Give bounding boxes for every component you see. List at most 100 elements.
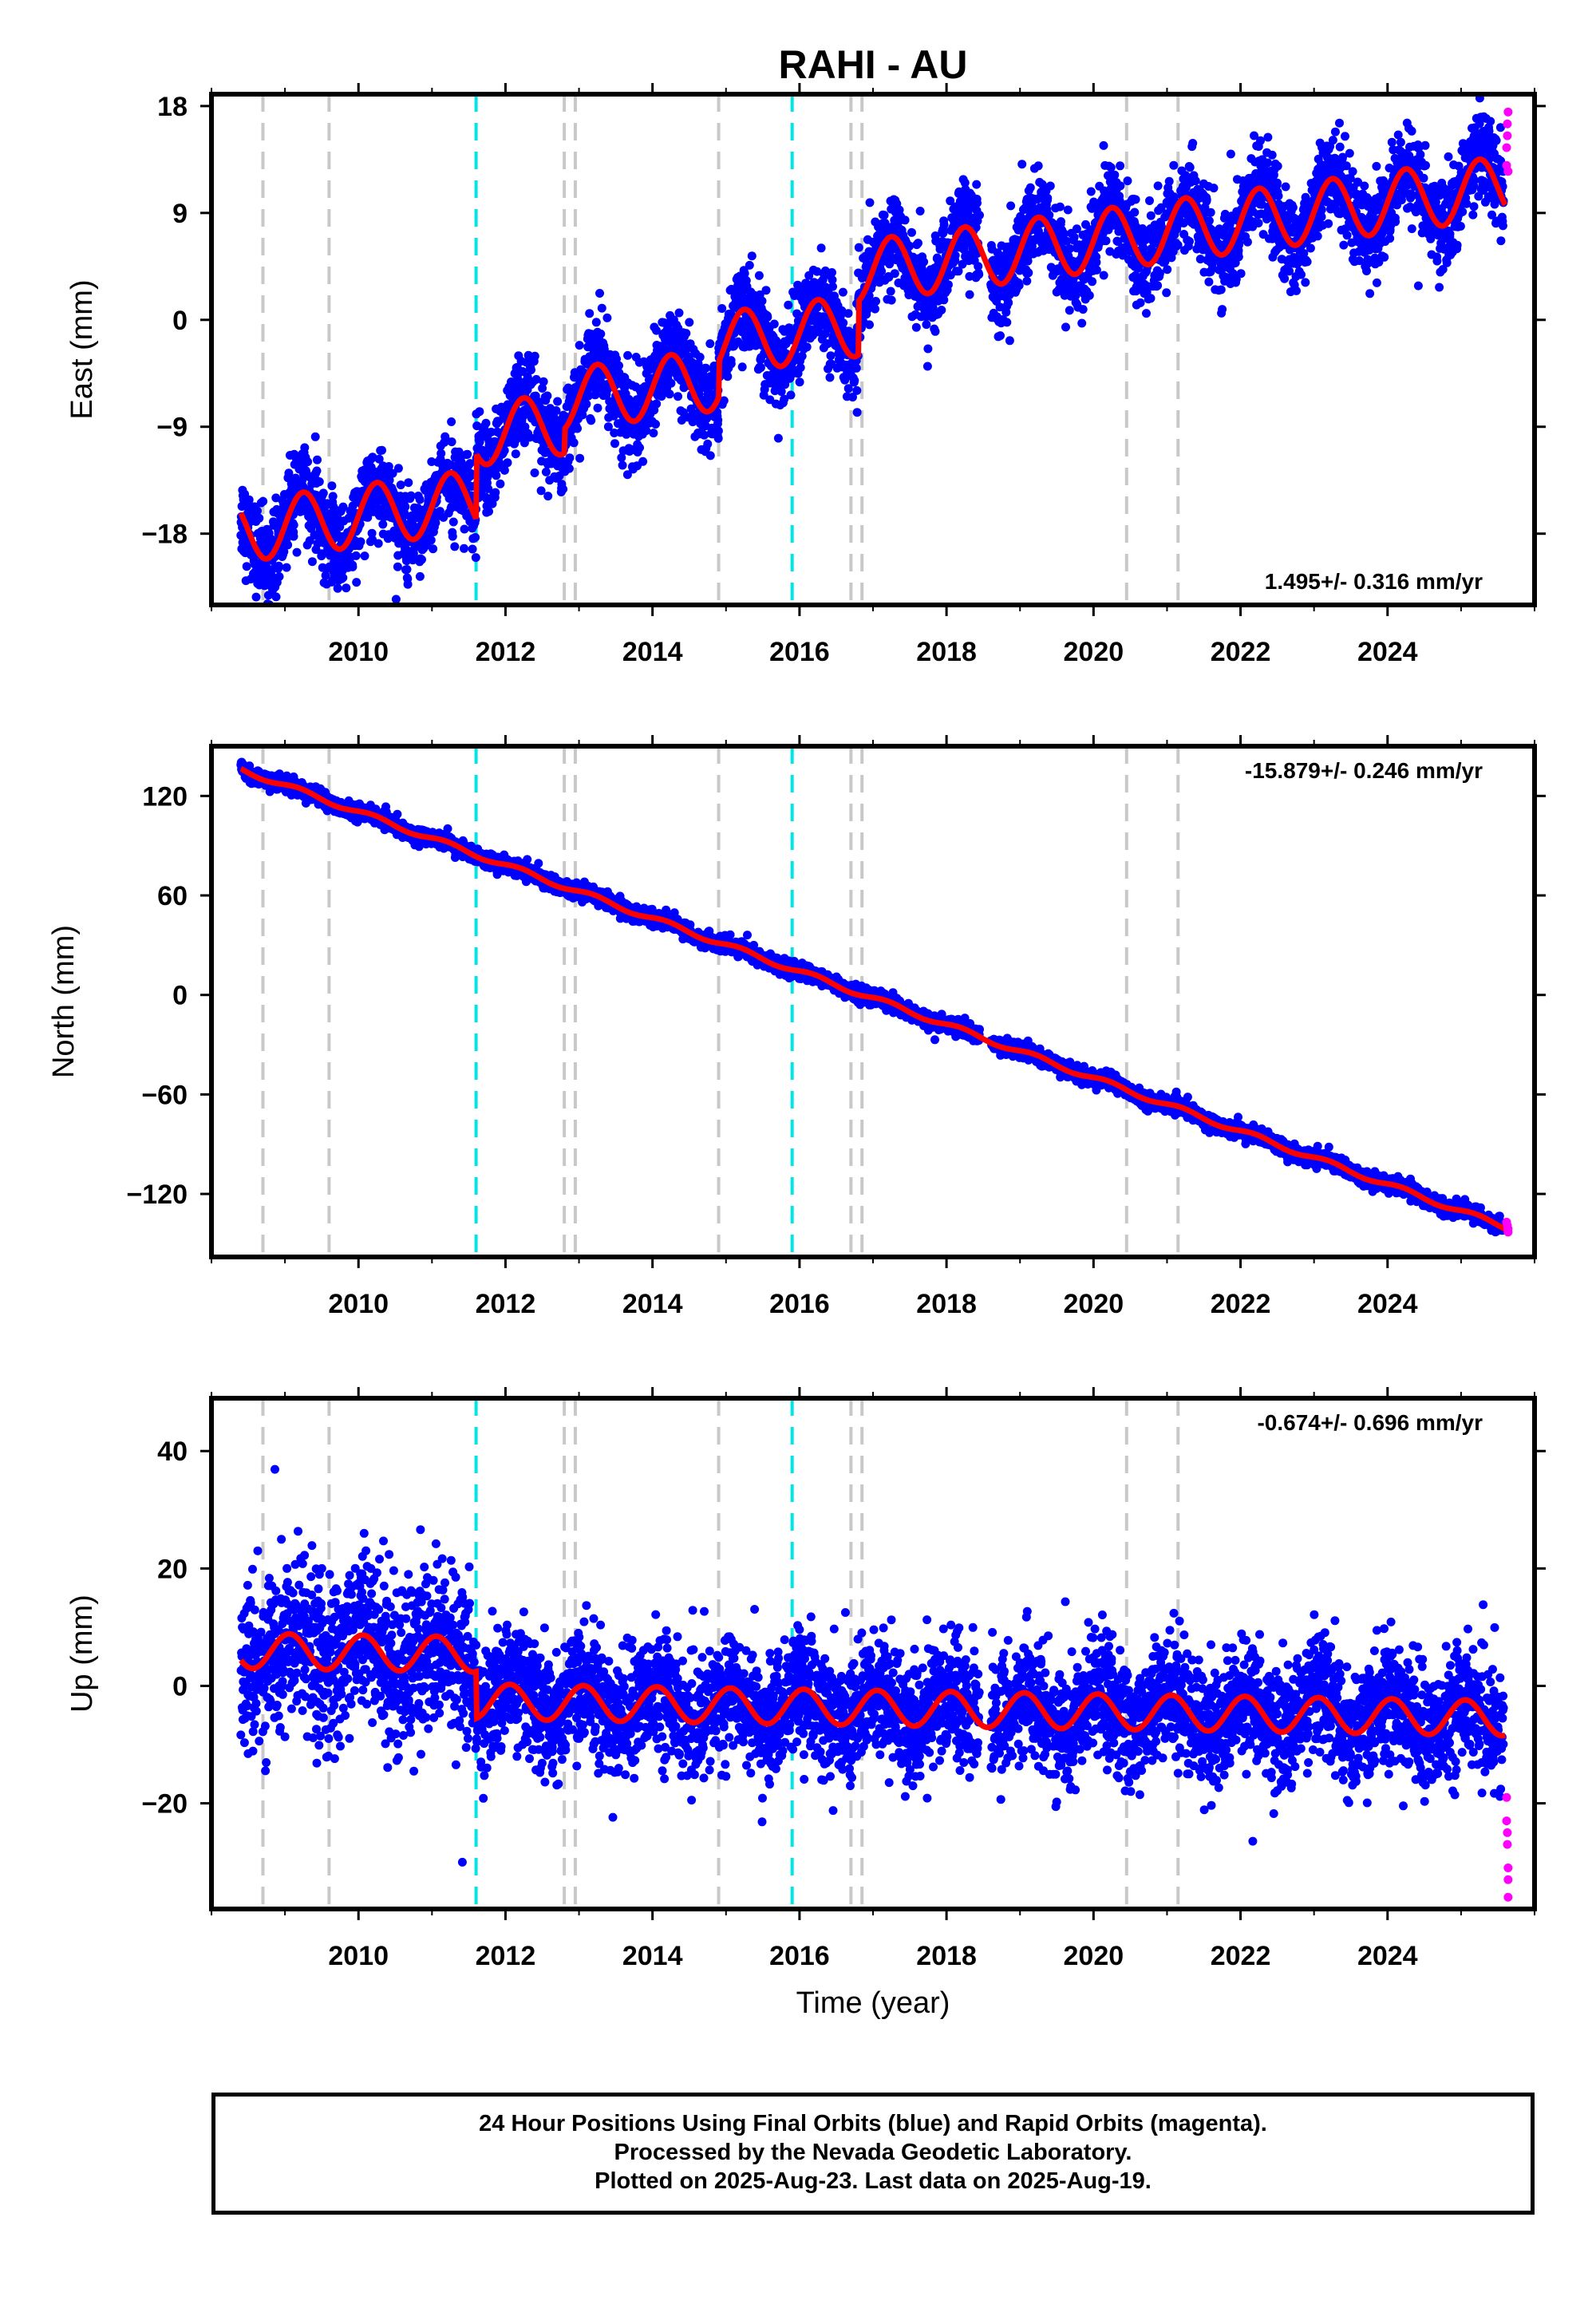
final-orbit-point <box>1004 298 1013 307</box>
final-orbit-point <box>1045 211 1054 219</box>
final-orbit-point <box>747 251 757 261</box>
final-orbit-point <box>756 363 765 373</box>
final-orbit-point <box>569 438 579 448</box>
final-orbit-point <box>475 407 484 417</box>
final-orbit-point <box>826 351 836 361</box>
final-orbit-point <box>543 492 553 501</box>
final-orbit-point <box>565 453 575 463</box>
final-orbit-point <box>769 319 779 329</box>
final-orbit-point <box>954 267 963 276</box>
final-orbit-point <box>283 540 293 550</box>
final-orbit-point <box>1387 137 1396 147</box>
final-orbit-point <box>618 460 627 470</box>
final-orbit-point <box>408 555 417 565</box>
final-orbit-point <box>1365 289 1375 298</box>
final-orbit-point <box>1071 291 1080 300</box>
final-orbit-point <box>922 320 931 330</box>
final-orbit-point <box>773 433 783 443</box>
final-orbit-point <box>823 339 832 349</box>
final-orbit-point <box>447 417 456 426</box>
final-orbit-point <box>719 396 729 405</box>
final-orbit-point <box>1396 137 1405 147</box>
final-orbit-point <box>887 295 896 305</box>
final-orbit-point <box>703 439 713 449</box>
final-orbit-point <box>652 399 662 409</box>
final-orbit-point <box>1016 211 1025 221</box>
final-orbit-point <box>573 424 582 433</box>
final-orbit-point <box>850 376 859 385</box>
final-orbit-point <box>1324 219 1333 228</box>
final-orbit-point <box>338 502 348 512</box>
final-orbit-point <box>828 282 837 291</box>
final-orbit-point <box>1099 271 1108 280</box>
final-orbit-point <box>377 445 386 455</box>
final-orbit-point <box>723 372 733 381</box>
final-orbit-point <box>757 296 767 306</box>
final-orbit-point <box>595 289 604 298</box>
final-orbit-point <box>307 557 317 567</box>
final-orbit-point <box>539 377 548 386</box>
final-orbit-point <box>825 373 835 382</box>
final-orbit-point <box>313 455 322 464</box>
final-orbit-point <box>1106 163 1116 172</box>
final-orbit-point <box>596 329 606 338</box>
final-orbit-point <box>338 573 348 583</box>
final-orbit-point <box>946 196 955 206</box>
final-orbit-point <box>1348 167 1357 176</box>
final-orbit-point <box>1092 258 1101 267</box>
final-orbit-point <box>437 449 446 458</box>
final-orbit-point <box>471 553 480 563</box>
final-orbit-point <box>838 287 847 297</box>
final-orbit-point <box>300 443 310 453</box>
final-orbit-point <box>496 479 505 488</box>
final-orbit-point <box>536 486 546 496</box>
final-orbit-point <box>575 453 585 463</box>
final-orbit-point <box>1274 192 1283 200</box>
final-orbit-point <box>289 532 298 541</box>
final-orbit-point <box>905 241 915 251</box>
final-orbit-point <box>279 547 289 556</box>
final-orbit-point <box>996 331 1005 341</box>
final-orbit-point <box>1267 150 1277 160</box>
final-orbit-point <box>1207 264 1217 274</box>
final-orbit-point <box>317 549 326 559</box>
final-orbit-point <box>784 300 793 310</box>
final-orbit-point <box>450 542 460 551</box>
final-orbit-point <box>792 309 802 318</box>
final-orbit-point <box>1302 257 1312 267</box>
final-orbit-point <box>705 451 715 460</box>
final-orbit-point <box>559 484 568 494</box>
final-orbit-point <box>1313 231 1322 241</box>
final-orbit-point <box>391 595 401 604</box>
final-orbit-point <box>553 397 563 406</box>
final-orbit-point <box>1084 290 1094 300</box>
final-orbit-point <box>1216 285 1226 294</box>
final-orbit-point <box>575 341 584 350</box>
final-orbit-point <box>527 366 535 374</box>
final-orbit-point <box>1413 281 1423 290</box>
final-orbit-point <box>427 457 437 466</box>
final-orbit-point <box>284 468 294 478</box>
final-orbit-point <box>1005 336 1014 346</box>
final-orbit-point <box>274 561 283 571</box>
final-orbit-point <box>649 429 658 438</box>
final-orbit-point <box>429 544 438 554</box>
final-orbit-point <box>610 439 619 449</box>
final-orbit-point <box>244 495 254 504</box>
final-orbit-point <box>511 449 520 459</box>
final-orbit-point <box>403 579 413 589</box>
final-orbit-point <box>700 430 709 440</box>
final-orbit-point <box>1063 205 1073 215</box>
final-orbit-point <box>1226 149 1235 159</box>
final-orbit-point <box>603 422 613 432</box>
final-orbit-point <box>1191 176 1200 186</box>
final-orbit-point <box>1345 148 1354 158</box>
final-orbit-point <box>865 198 875 207</box>
final-orbit-point <box>466 468 476 478</box>
final-orbit-point <box>503 458 512 468</box>
final-orbit-point <box>587 416 596 425</box>
final-orbit-point <box>351 551 361 560</box>
final-orbit-point <box>1061 322 1070 332</box>
final-orbit-point <box>1301 278 1310 287</box>
final-orbit-point <box>744 334 753 344</box>
